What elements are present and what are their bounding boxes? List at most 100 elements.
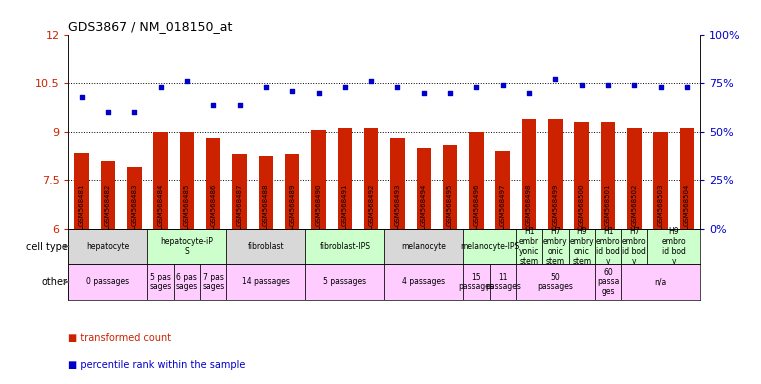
Bar: [627, 129, 642, 229]
Text: 14 passages: 14 passages: [242, 277, 290, 286]
Point: [575, 82, 587, 88]
Text: ■ percentile rank within the sample: ■ percentile rank within the sample: [68, 360, 246, 370]
Bar: [621, 264, 700, 300]
Bar: [174, 264, 200, 300]
Point: [75, 94, 88, 100]
Point: [365, 78, 377, 84]
Text: melanocyte: melanocyte: [401, 242, 446, 251]
Bar: [68, 229, 148, 264]
Bar: [489, 264, 516, 300]
Bar: [148, 229, 227, 264]
Bar: [68, 264, 148, 300]
Point: [629, 82, 641, 88]
Point: [234, 101, 246, 108]
Bar: [305, 229, 384, 264]
Bar: [595, 229, 621, 264]
Bar: [463, 264, 489, 300]
Text: GDS3867 / NM_018150_at: GDS3867 / NM_018150_at: [68, 20, 233, 33]
Bar: [364, 129, 378, 229]
Text: 6 pas
sages: 6 pas sages: [176, 273, 198, 291]
Bar: [654, 132, 668, 229]
Bar: [516, 264, 595, 300]
Text: cell type: cell type: [26, 242, 68, 252]
Bar: [648, 229, 700, 264]
Point: [497, 82, 509, 88]
Text: H1
embro
id bod
y: H1 embro id bod y: [596, 227, 620, 266]
Bar: [463, 229, 516, 264]
Bar: [227, 264, 305, 300]
Bar: [568, 229, 595, 264]
Text: 60
passa
ges: 60 passa ges: [597, 268, 619, 296]
Bar: [200, 264, 227, 300]
Text: H9
embry
onic
stem: H9 embry onic stem: [569, 227, 594, 266]
Text: fibroblast-IPS: fibroblast-IPS: [320, 242, 371, 251]
Point: [102, 109, 114, 115]
Bar: [522, 119, 537, 229]
Point: [470, 84, 482, 90]
Bar: [154, 132, 168, 229]
Bar: [621, 229, 648, 264]
Point: [523, 90, 535, 96]
Point: [339, 84, 351, 90]
Bar: [600, 122, 615, 229]
Text: n/a: n/a: [654, 277, 667, 286]
Point: [154, 84, 167, 90]
Point: [313, 90, 325, 96]
Text: 5 pas
sages: 5 pas sages: [149, 273, 172, 291]
Bar: [595, 264, 621, 300]
Bar: [259, 156, 273, 229]
Bar: [305, 264, 384, 300]
Bar: [75, 153, 89, 229]
Point: [391, 84, 403, 90]
Text: hepatocyte: hepatocyte: [86, 242, 129, 251]
Point: [286, 88, 298, 94]
Bar: [148, 264, 174, 300]
Point: [602, 82, 614, 88]
Text: H9
embro
id bod
y: H9 embro id bod y: [661, 227, 686, 266]
Bar: [285, 154, 299, 229]
Text: fibroblast: fibroblast: [247, 242, 284, 251]
Bar: [548, 119, 562, 229]
Text: 4 passages: 4 passages: [403, 277, 445, 286]
Bar: [542, 229, 568, 264]
Text: other: other: [42, 277, 68, 287]
Point: [260, 84, 272, 90]
Text: 15
passages: 15 passages: [458, 273, 495, 291]
Text: 0 passages: 0 passages: [87, 277, 129, 286]
Bar: [470, 132, 484, 229]
Bar: [575, 122, 589, 229]
Bar: [384, 264, 463, 300]
Bar: [390, 138, 405, 229]
Bar: [127, 167, 142, 229]
Bar: [384, 229, 463, 264]
Bar: [516, 229, 542, 264]
Point: [207, 101, 219, 108]
Bar: [443, 145, 457, 229]
Bar: [311, 130, 326, 229]
Text: H1
embr
yonic
stem: H1 embr yonic stem: [519, 227, 540, 266]
Text: 5 passages: 5 passages: [323, 277, 366, 286]
Bar: [232, 154, 247, 229]
Text: H7
embry
onic
stem: H7 embry onic stem: [543, 227, 568, 266]
Bar: [680, 129, 694, 229]
Bar: [338, 129, 352, 229]
Bar: [495, 151, 510, 229]
Point: [444, 90, 456, 96]
Text: H7
embro
id bod
y: H7 embro id bod y: [622, 227, 647, 266]
Text: melanocyte-IPS: melanocyte-IPS: [460, 242, 519, 251]
Text: 11
passages: 11 passages: [485, 273, 521, 291]
Text: ■ transformed count: ■ transformed count: [68, 333, 172, 343]
Point: [181, 78, 193, 84]
Point: [654, 84, 667, 90]
Point: [418, 90, 430, 96]
Text: hepatocyte-iP
S: hepatocyte-iP S: [161, 237, 213, 256]
Text: 7 pas
sages: 7 pas sages: [202, 273, 224, 291]
Point: [128, 109, 140, 115]
Point: [549, 76, 562, 82]
Bar: [100, 161, 115, 229]
Bar: [206, 138, 221, 229]
Bar: [227, 229, 305, 264]
Text: 50
passages: 50 passages: [537, 273, 573, 291]
Bar: [180, 132, 194, 229]
Point: [681, 84, 693, 90]
